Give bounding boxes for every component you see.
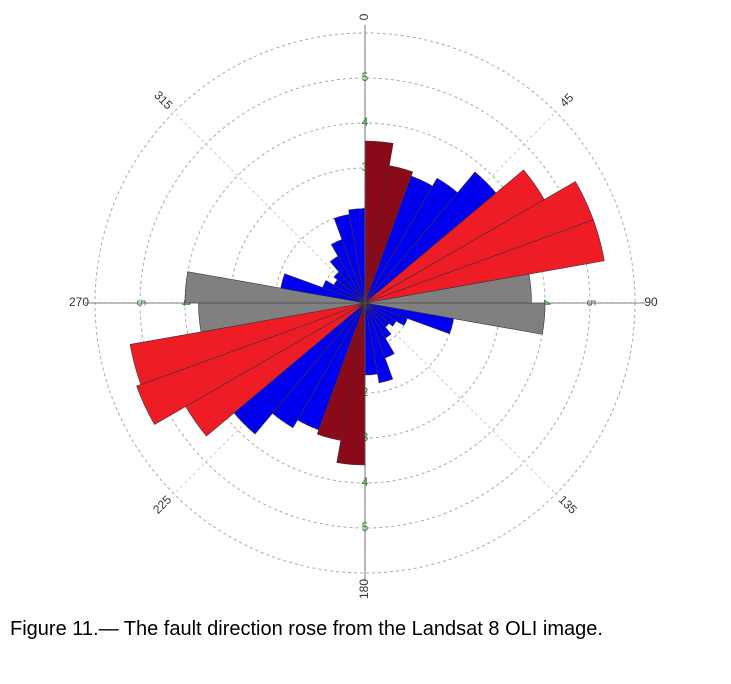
angle-label: 225	[150, 492, 174, 516]
rose-bar	[136, 302, 366, 425]
caption: Figure 11.— The fault direction rose fro…	[10, 618, 603, 640]
rose-bar	[364, 165, 414, 304]
rose-bar	[364, 302, 397, 327]
angle-label: 0	[357, 13, 371, 20]
rose-bar	[129, 302, 366, 385]
rose-bar	[364, 302, 454, 335]
rose-bar	[322, 280, 366, 304]
rose-bar	[364, 219, 605, 304]
rose-bar	[316, 302, 366, 441]
angle-label: 270	[69, 295, 89, 309]
angle-label: 45	[557, 90, 577, 110]
rose-bar	[364, 302, 408, 326]
angle-label: 180	[357, 579, 371, 599]
spoke	[173, 111, 366, 304]
angle-label: 135	[556, 493, 580, 517]
chart: 0459013518022527031511112222333344445555	[69, 13, 658, 599]
angle-label: 315	[151, 88, 175, 112]
spoke	[364, 302, 557, 495]
angle-label: 90	[644, 295, 658, 309]
rose-bar	[280, 273, 366, 304]
rose-bar	[364, 302, 394, 384]
